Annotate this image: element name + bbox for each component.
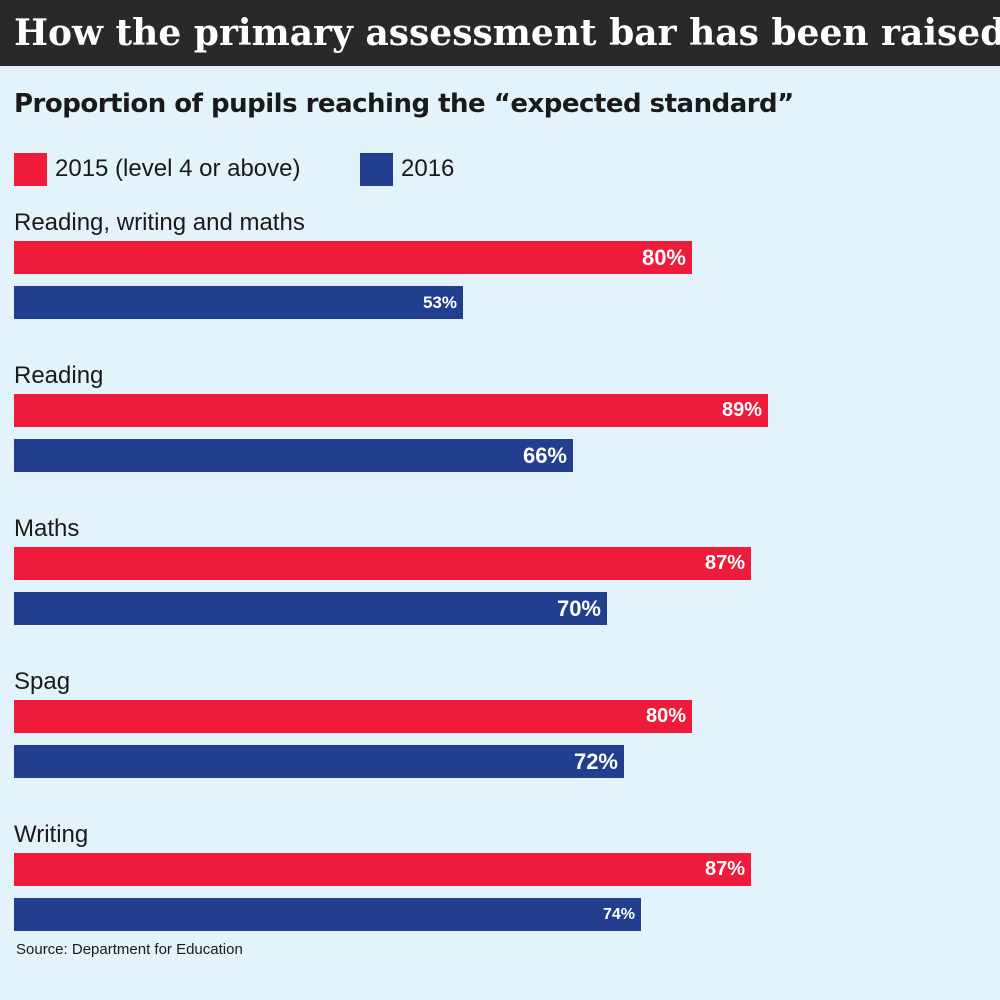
bar-reading-2016: 66% (14, 439, 573, 472)
category-label-maths: Maths (14, 515, 80, 542)
bar-spag-2016: 72% (14, 745, 624, 778)
legend-item-2016: 2016 (360, 152, 454, 186)
bar-writing-2016: 74% (14, 898, 641, 931)
category-label-reading-writing-and-maths: Reading, writing and maths (14, 209, 305, 236)
bar-value-label-writing-2015: 87% (704, 858, 745, 880)
bar-reading-2015: 89% (14, 394, 768, 427)
bar-value-label-maths-2016: 70% (556, 596, 601, 621)
bar-value-label-reading-writing-and-maths-2016: 53% (422, 293, 457, 312)
bar-maths-2016: 70% (14, 592, 607, 625)
bar-value-label-reading-writing-and-maths-2015: 80% (641, 245, 686, 270)
legend-item-2015: 2015 (level 4 or above) (14, 152, 300, 186)
bar-reading-writing-and-maths-2015: 80% (14, 241, 692, 274)
category-label-spag: Spag (14, 668, 71, 695)
category-label-writing: Writing (14, 821, 89, 848)
bar-reading-writing-and-maths-2016: 53% (14, 286, 463, 319)
bar-spag-2015: 80% (14, 700, 692, 733)
legend-swatch-2016 (360, 152, 393, 186)
chart-subtitle: Proportion of pupils reaching the “expec… (14, 89, 794, 119)
bar-value-label-maths-2015: 87% (704, 552, 745, 574)
bar-value-label-spag-2016: 72% (573, 749, 618, 774)
category-label-reading: Reading (14, 362, 104, 389)
bar-value-label-reading-2015: 89% (721, 399, 762, 421)
chart-title: How the primary assessment bar has been … (14, 12, 1000, 54)
bar-value-label-reading-2016: 66% (522, 443, 567, 468)
source-note: Source: Department for Education (16, 941, 243, 958)
legend-swatch-2015 (14, 152, 47, 186)
legend-label-2016: 2016 (401, 155, 455, 182)
header-bar: How the primary assessment bar has been … (0, 0, 1000, 66)
bar-maths-2015: 87% (14, 547, 751, 580)
legend-label-2015: 2015 (level 4 or above) (55, 155, 301, 182)
bar-writing-2015: 87% (14, 853, 751, 886)
bar-value-label-writing-2016: 74% (602, 906, 635, 923)
bar-value-label-spag-2015: 80% (645, 705, 686, 727)
